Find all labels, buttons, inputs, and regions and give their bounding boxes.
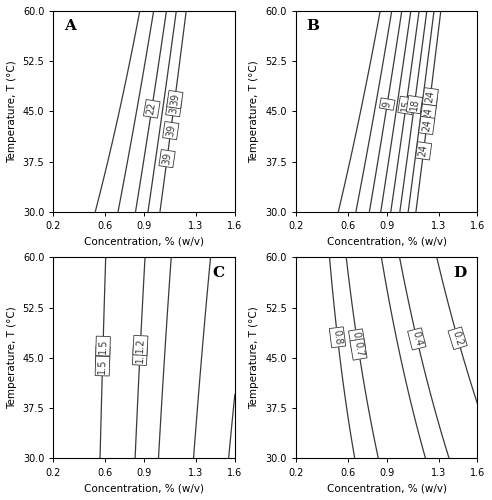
Text: 39: 39 <box>161 152 173 166</box>
Text: 39: 39 <box>165 124 177 138</box>
Text: A: A <box>64 19 76 33</box>
Text: 9: 9 <box>382 100 393 108</box>
Text: 1.2: 1.2 <box>135 338 146 353</box>
Text: 0.2: 0.2 <box>451 330 464 347</box>
Text: 0.4: 0.4 <box>410 330 424 347</box>
Text: 15: 15 <box>400 98 412 112</box>
X-axis label: Concentration, % (w/v): Concentration, % (w/v) <box>84 236 204 246</box>
Text: 1.2: 1.2 <box>134 348 145 364</box>
Text: 24: 24 <box>425 90 436 104</box>
Text: 24: 24 <box>423 106 434 120</box>
Text: 1.5: 1.5 <box>98 338 108 354</box>
Text: 0.8: 0.8 <box>332 329 343 345</box>
Text: 0.7: 0.7 <box>351 331 363 348</box>
Y-axis label: Temperature, T (°C): Temperature, T (°C) <box>7 60 17 163</box>
Y-axis label: Temperature, T (°C): Temperature, T (°C) <box>7 306 17 410</box>
Y-axis label: Temperature, T (°C): Temperature, T (°C) <box>249 306 259 410</box>
Text: 24: 24 <box>424 98 435 112</box>
X-axis label: Concentration, % (w/v): Concentration, % (w/v) <box>84 483 204 493</box>
Text: 18: 18 <box>408 98 420 112</box>
Text: 1.5: 1.5 <box>97 358 108 374</box>
Text: D: D <box>453 266 466 280</box>
Text: 22: 22 <box>146 102 158 116</box>
Text: 24: 24 <box>418 144 430 158</box>
X-axis label: Concentration, % (w/v): Concentration, % (w/v) <box>327 483 447 493</box>
Text: B: B <box>307 19 320 33</box>
Text: 39: 39 <box>168 101 180 114</box>
Text: C: C <box>212 266 224 280</box>
Text: 39: 39 <box>169 93 181 106</box>
Y-axis label: Temperature, T (°C): Temperature, T (°C) <box>249 60 259 163</box>
X-axis label: Concentration, % (w/v): Concentration, % (w/v) <box>327 236 447 246</box>
Text: 24: 24 <box>421 118 432 132</box>
Text: 0.7: 0.7 <box>352 341 365 358</box>
Text: 1.5: 1.5 <box>97 348 108 364</box>
